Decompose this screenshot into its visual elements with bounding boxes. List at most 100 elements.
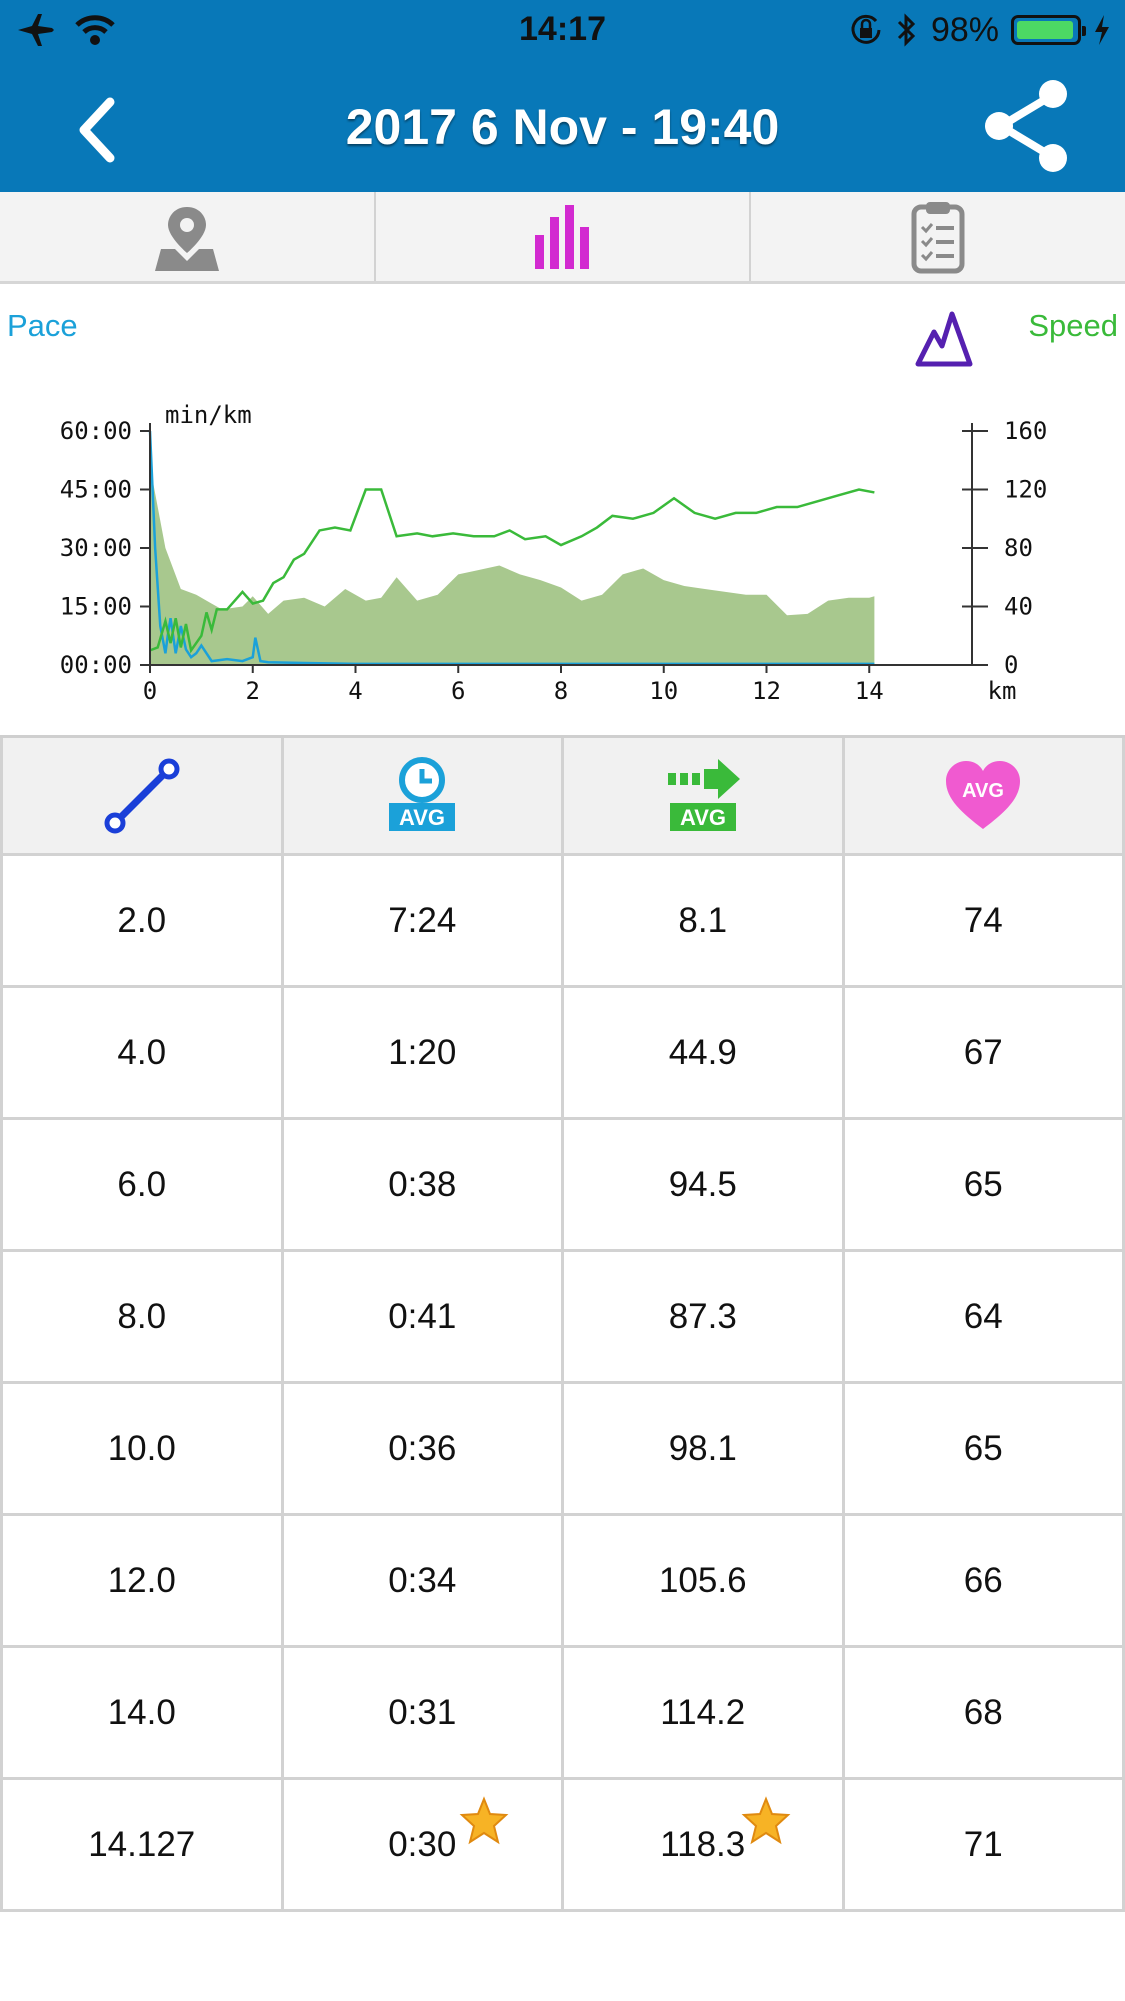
- cell-distance: 8.0: [0, 1252, 284, 1381]
- cell-pace: 0:41: [284, 1252, 564, 1381]
- splits-table: AVG AVG AVG 2.0 7:24 8.1 74 4.0 1:20 44.9 67 6.0…: [0, 735, 1125, 1912]
- table-row: 14.0 0:31 114.2 68: [0, 1648, 1125, 1780]
- header-avg-pace: AVG: [284, 738, 564, 853]
- share-icon[interactable]: [979, 78, 1075, 174]
- tab-summary[interactable]: [751, 192, 1125, 281]
- header-avg-heart-rate: AVG: [845, 738, 1125, 853]
- cell-distance: 4.0: [0, 988, 284, 1117]
- altitude-area: [150, 466, 875, 665]
- table-row: 10.0 0:36 98.1 65: [0, 1384, 1125, 1516]
- header-distance: [0, 738, 284, 853]
- distance-icon: [104, 758, 180, 833]
- y-left-tick-label: 15:00: [60, 593, 132, 621]
- cell-hr: 68: [845, 1648, 1125, 1777]
- cell-hr: 67: [845, 988, 1125, 1117]
- cell-pace: 0:30: [284, 1780, 564, 1909]
- pace-speed-chart: 60:00 45:00 30:00 15:00 00:00 160 120 80 40 0 0 2 4 6…: [60, 401, 1048, 705]
- cell-speed: 94.5: [564, 1120, 845, 1249]
- x-tick-label: 12: [752, 677, 781, 705]
- cell-hr: 65: [845, 1384, 1125, 1513]
- airplane-icon: [18, 14, 54, 46]
- y-right-tick-label: 40: [1004, 593, 1033, 621]
- tab-map[interactable]: [0, 192, 376, 281]
- cell-distance: 2.0: [0, 856, 284, 985]
- pace-legend-button[interactable]: Pace: [7, 308, 78, 343]
- cell-pace: 0:38: [284, 1120, 564, 1249]
- avg-badge-pace: AVG: [399, 805, 445, 830]
- bar-chart-icon: [534, 204, 589, 269]
- y-left-tick-label: 60:00: [60, 417, 132, 445]
- avg-heart-rate-icon: AVG: [946, 760, 1021, 829]
- top-bar: 14:17 98% 2017 6 Nov - 19:40: [0, 0, 1125, 192]
- wifi-icon: [75, 15, 115, 45]
- cell-pace: 7:24: [284, 856, 564, 985]
- y-left-tick-label: 30:00: [60, 534, 132, 562]
- cell-speed: 118.3: [564, 1780, 845, 1909]
- cell-pace: 1:20: [284, 988, 564, 1117]
- cell-speed: 105.6: [564, 1516, 845, 1645]
- y-axis-title: min/km: [165, 401, 252, 429]
- avg-badge-hr: AVG: [962, 780, 1004, 802]
- cell-distance: 14.127: [0, 1780, 284, 1909]
- cell-speed: 8.1: [564, 856, 845, 985]
- avg-badge-speed: AVG: [680, 805, 726, 830]
- page-title: 2017 6 Nov - 19:40: [345, 99, 780, 155]
- view-tabs: [0, 192, 1125, 284]
- cell-speed: 87.3: [564, 1252, 845, 1381]
- y-left-tick-label: 45:00: [60, 476, 132, 504]
- battery-percent: 98%: [930, 10, 999, 49]
- x-tick-label: 14: [855, 677, 884, 705]
- cell-speed: 114.2: [564, 1648, 845, 1777]
- cell-distance: 6.0: [0, 1120, 284, 1249]
- cell-hr: 65: [845, 1120, 1125, 1249]
- speed-line: [149, 488, 875, 654]
- cell-pace: 0:36: [284, 1384, 564, 1513]
- table-row: 8.0 0:41 87.3 64: [0, 1252, 1125, 1384]
- cell-distance: 12.0: [0, 1516, 284, 1645]
- x-tick-label: 2: [246, 677, 260, 705]
- avg-pace-clock-icon: AVG: [389, 756, 456, 831]
- cell-pace: 0:34: [284, 1516, 564, 1645]
- cell-pace: 0:31: [284, 1648, 564, 1777]
- y-right-tick-label: 80: [1004, 534, 1033, 562]
- table-row: 12.0 0:34 105.6 66: [0, 1516, 1125, 1648]
- battery-icon: [1011, 15, 1086, 45]
- star-icon: [459, 1796, 509, 1846]
- cell-distance: 10.0: [0, 1384, 284, 1513]
- cell-hr: 66: [845, 1516, 1125, 1645]
- clipboard-checklist-icon: [911, 201, 965, 273]
- mountain-icon[interactable]: [914, 308, 974, 370]
- x-tick-label: 6: [451, 677, 465, 705]
- cell-hr: 74: [845, 856, 1125, 985]
- bluetooth-icon: [897, 13, 916, 47]
- x-tick-label: 8: [554, 677, 568, 705]
- chevron-left-icon[interactable]: [66, 90, 136, 170]
- star-icon: [741, 1796, 791, 1846]
- table-row: 2.0 7:24 8.1 74: [0, 856, 1125, 988]
- map-pin-icon: [154, 206, 219, 271]
- speed-legend-button[interactable]: Speed: [1028, 308, 1118, 343]
- cell-hr: 71: [845, 1780, 1125, 1909]
- charging-icon: [1095, 15, 1109, 45]
- x-tick-label: 0: [143, 677, 157, 705]
- cell-speed: 44.9: [564, 988, 845, 1117]
- x-tick-label: 4: [348, 677, 362, 705]
- avg-speed-arrow-icon: AVG: [667, 758, 740, 831]
- tab-charts[interactable]: [376, 192, 752, 281]
- x-axis-title: km: [988, 677, 1017, 705]
- y-right-tick-label: 160: [1004, 417, 1047, 445]
- status-bar: 14:17 98%: [0, 0, 1125, 60]
- header-avg-speed: AVG: [564, 738, 845, 853]
- y-right-tick-label: 120: [1004, 476, 1047, 504]
- cell-speed: 98.1: [564, 1384, 845, 1513]
- status-time: 14:17: [519, 10, 606, 48]
- x-tick-label: 10: [649, 677, 678, 705]
- table-row: 4.0 1:20 44.9 67: [0, 988, 1125, 1120]
- pace-line: [148, 430, 875, 666]
- table-header: AVG AVG AVG: [0, 738, 1125, 856]
- cell-distance: 14.0: [0, 1648, 284, 1777]
- table-row: 14.127 0:30 118.3 71: [0, 1780, 1125, 1912]
- y-left-tick-label: 00:00: [60, 651, 132, 679]
- cell-hr: 64: [845, 1252, 1125, 1381]
- orientation-lock-icon: [851, 14, 881, 44]
